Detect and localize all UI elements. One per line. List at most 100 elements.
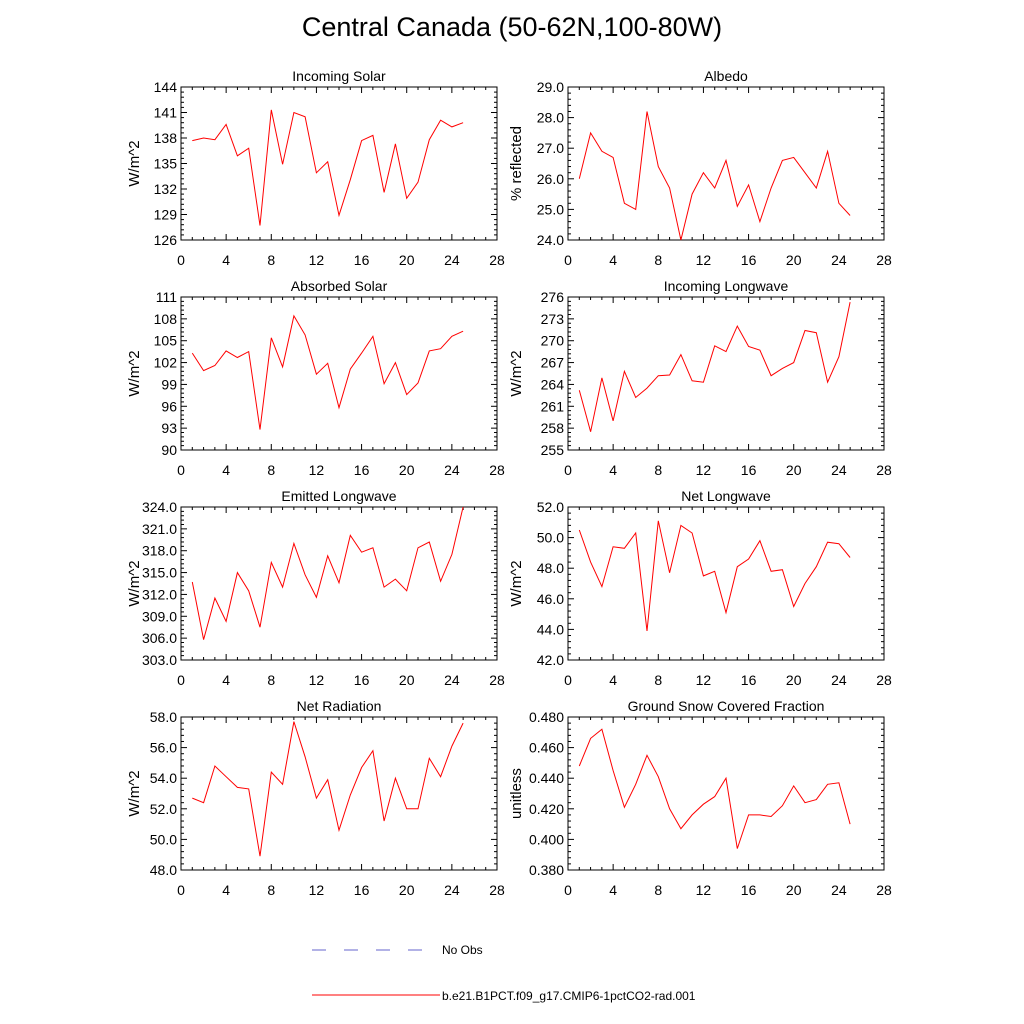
y-tick-label: 48.0 — [150, 862, 177, 878]
y-axis-label: W/m^2 — [508, 350, 525, 396]
figure-title: Central Canada (50-62N,100-80W) — [301, 12, 723, 42]
panel-title: Incoming Longwave — [664, 278, 789, 294]
y-tick-label: 105 — [154, 333, 178, 349]
y-tick-label: 99 — [161, 376, 177, 392]
x-tick-label: 8 — [267, 252, 275, 268]
x-tick-label: 16 — [741, 252, 757, 268]
y-tick-label: 54.0 — [150, 770, 177, 786]
x-tick-label: 4 — [222, 462, 230, 478]
x-tick-label: 24 — [831, 462, 847, 478]
x-tick-label: 12 — [696, 462, 712, 478]
plot-frame — [567, 716, 885, 871]
y-axis-label: W/m^2 — [126, 350, 143, 396]
x-tick-label: 12 — [309, 672, 325, 688]
y-tick-label: 315.0 — [142, 565, 177, 581]
x-tick-label: 24 — [831, 252, 847, 268]
x-tick-label: 8 — [654, 462, 662, 478]
y-tick-label: 24.0 — [537, 232, 564, 248]
x-tick-label: 0 — [177, 462, 185, 478]
x-tick-label: 16 — [354, 252, 370, 268]
series-line-1 — [191, 314, 464, 430]
x-tick-label: 8 — [267, 462, 275, 478]
x-tick-label: 24 — [444, 672, 460, 688]
x-tick-label: 12 — [309, 882, 325, 898]
y-tick-label: 52.0 — [537, 499, 564, 515]
x-tick-label: 20 — [786, 882, 802, 898]
panel-title: Net Radiation — [297, 698, 382, 714]
y-tick-label: 312.0 — [142, 586, 177, 602]
y-tick-label: 141 — [154, 105, 178, 121]
y-tick-label: 276 — [541, 289, 565, 305]
y-tick-label: 25.0 — [537, 201, 564, 217]
x-tick-label: 8 — [267, 672, 275, 688]
x-tick-label: 24 — [444, 462, 460, 478]
panel-3: Absorbed Solar 0 4 8 12 16 20 24 28 90 93 96 99 102 10… — [126, 278, 505, 478]
series-line-1 — [578, 111, 851, 241]
y-tick-label: 44.0 — [537, 621, 564, 637]
y-tick-label: 50.0 — [150, 831, 177, 847]
x-tick-label: 24 — [831, 882, 847, 898]
y-tick-label: 0.460 — [529, 740, 564, 756]
y-tick-label: 270 — [541, 333, 565, 349]
x-tick-label: 24 — [444, 252, 460, 268]
x-tick-label: 16 — [354, 672, 370, 688]
y-tick-label: 111 — [156, 289, 177, 305]
y-tick-label: 0.420 — [529, 801, 564, 817]
y-axis-label: W/m^2 — [126, 770, 143, 816]
x-tick-label: 8 — [654, 882, 662, 898]
x-tick-label: 8 — [654, 672, 662, 688]
y-tick-label: 93 — [161, 420, 177, 436]
y-tick-label: 90 — [161, 442, 177, 458]
x-tick-label: 12 — [696, 252, 712, 268]
x-tick-label: 0 — [177, 252, 185, 268]
x-tick-label: 20 — [399, 462, 415, 478]
y-tick-label: 321.0 — [142, 521, 177, 537]
x-tick-label: 28 — [876, 462, 892, 478]
x-tick-label: 4 — [222, 882, 230, 898]
x-tick-label: 24 — [831, 672, 847, 688]
panel-7: Net Radiation 0 4 8 12 16 20 24 28 48.0 50.0 52.0 54… — [126, 698, 505, 898]
y-tick-label: 50.0 — [537, 530, 564, 546]
x-tick-label: 4 — [609, 252, 617, 268]
y-tick-label: 267 — [541, 355, 565, 371]
y-tick-label: 324.0 — [142, 499, 177, 515]
plot-frame — [567, 296, 885, 451]
y-tick-label: 261 — [541, 398, 565, 414]
y-tick-label: 129 — [154, 207, 178, 223]
x-tick-label: 8 — [267, 882, 275, 898]
y-tick-label: 27.0 — [537, 140, 564, 156]
x-tick-label: 0 — [564, 672, 572, 688]
y-tick-label: 0.380 — [529, 862, 564, 878]
y-tick-label: 28.0 — [537, 110, 564, 126]
y-tick-label: 264 — [541, 376, 565, 392]
y-tick-label: 29.0 — [537, 79, 564, 95]
plot-frame — [180, 86, 498, 241]
x-tick-label: 28 — [489, 672, 505, 688]
x-tick-label: 8 — [654, 252, 662, 268]
y-tick-label: 46.0 — [537, 591, 564, 607]
legend-obs-swatch — [312, 949, 440, 951]
x-tick-label: 28 — [489, 462, 505, 478]
x-tick-label: 20 — [399, 252, 415, 268]
legend-model-label: b.e21.B1PCT.f09_g17.CMIP6-1pctCO2-rad.00… — [442, 989, 696, 1003]
y-tick-label: 273 — [541, 311, 565, 327]
x-tick-label: 12 — [309, 252, 325, 268]
series-line-1 — [192, 109, 464, 226]
x-tick-label: 0 — [177, 882, 185, 898]
panel-4: Incoming Longwave 0 4 8 12 16 20 24 28 255 258 261 2… — [508, 278, 892, 478]
plot-frame — [180, 716, 498, 871]
series-line-1 — [192, 721, 464, 857]
y-tick-label: 108 — [154, 311, 178, 327]
x-tick-label: 20 — [399, 882, 415, 898]
y-tick-label: 42.0 — [537, 652, 564, 668]
y-tick-label: 306.0 — [142, 630, 177, 646]
panel-title: Net Longwave — [681, 488, 771, 504]
y-tick-label: 48.0 — [537, 560, 564, 576]
y-axis-label: W/m^2 — [126, 560, 143, 606]
panel-2: Albedo 0 4 8 12 16 20 24 28 24.0 25.0 26.0 27.0 28.0 2… — [508, 68, 892, 268]
y-tick-label: 96 — [161, 398, 177, 414]
y-axis-label: % reflected — [508, 126, 525, 201]
x-tick-label: 20 — [786, 462, 802, 478]
y-tick-label: 52.0 — [150, 801, 177, 817]
